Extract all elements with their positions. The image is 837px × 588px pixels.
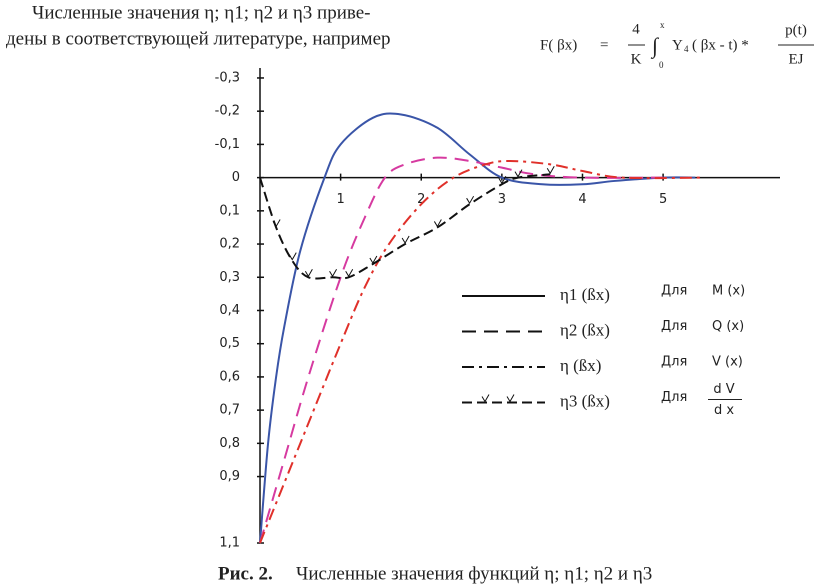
x-tick-label: 2: [417, 192, 425, 207]
header-line: дены в соответствующей литературе, напри…: [6, 28, 391, 49]
legend-check: [506, 394, 515, 403]
legend-prefix: Для: [661, 319, 687, 334]
y-tick-label: 0,5: [219, 336, 240, 351]
legend-target: M (x): [712, 284, 745, 299]
formula-part: F( βx): [540, 37, 577, 53]
formula-part: ∫: [650, 33, 660, 59]
check-marker: [369, 255, 378, 264]
legend-check: [481, 394, 490, 403]
formula: F( βx) = 4 K ∫ x 0 Y 4 ( βx - t) * p(t) …: [540, 20, 814, 70]
series-line: [259, 160, 704, 544]
formula-part: Y: [672, 37, 683, 53]
check-marker: [466, 195, 475, 205]
legend-target: d V: [713, 382, 734, 397]
formula-part: 0: [659, 60, 664, 70]
legend-label: η2 (ßx): [560, 320, 610, 339]
formula-part: x: [660, 20, 665, 30]
legend-prefix: Для: [661, 390, 687, 405]
caption-text: Численные значения функций η; η1; η2 и η…: [296, 563, 652, 584]
check-marker: [514, 169, 523, 178]
y-tick-label: -0,3: [215, 70, 240, 85]
check-marker: [546, 166, 555, 175]
check-marker: [304, 269, 313, 278]
legend-prefix: Для: [661, 284, 687, 299]
formula-part: p(t): [785, 22, 807, 38]
y-tick-label: 0,7: [219, 403, 240, 418]
y-tick-label: 0,8: [219, 436, 240, 451]
check-marker: [329, 269, 337, 278]
x-tick-label: 3: [498, 192, 506, 207]
check-marker: [272, 219, 281, 228]
formula-part: 4: [632, 21, 640, 37]
x-tick-label: 4: [578, 192, 586, 207]
legend-label: η (ßx): [560, 356, 601, 375]
formula-part: K: [631, 51, 642, 67]
formula-part: =: [600, 37, 608, 53]
caption-label: Рис. 2.: [218, 563, 273, 584]
y-tick-label: 0,9: [219, 469, 240, 484]
y-tick-label: 0,2: [219, 237, 240, 252]
y-tick-label: 1,1: [219, 536, 240, 551]
check-marker: [498, 176, 507, 185]
legend-target: V (x): [712, 355, 743, 370]
legend-label: η1 (ßx): [560, 285, 610, 304]
y-tick-label: -0,1: [215, 137, 240, 152]
plot: -0,3 -0,2 -0,1 0 0,1 0,2 0,3 0,4 0,5 0,6 0,7 0,8 0,9…: [215, 68, 780, 551]
y-tick-label: 0,6: [219, 369, 240, 384]
y-tick-label: 0,3: [219, 270, 240, 285]
y-tick-label: 0,4: [219, 303, 240, 318]
legend-label: η3 (ßx): [560, 391, 610, 410]
check-marker: [288, 252, 297, 261]
y-tick-label: -0,2: [215, 104, 240, 119]
check-marker: [433, 219, 442, 228]
series-line: [259, 173, 551, 280]
legend-target: d x: [714, 403, 734, 418]
x-tick-label: 1: [336, 192, 344, 207]
check-marker: [345, 269, 354, 278]
formula-part: 4: [684, 44, 689, 54]
x-tick-label: 5: [659, 192, 667, 207]
legend-prefix: Для: [661, 355, 687, 370]
formula-part: EJ: [789, 51, 804, 67]
series-line: [259, 112, 696, 544]
y-tick-label: 0: [232, 170, 240, 185]
y-tick-label: 0,1: [219, 203, 240, 218]
legend-target: Q (x): [712, 319, 744, 334]
series-line: [259, 156, 664, 544]
header-line: Численные значения η; η1; η2 и η3 приве-: [32, 2, 370, 23]
formula-part: ( βx - t) *: [692, 37, 749, 53]
check-marker: [401, 235, 410, 245]
